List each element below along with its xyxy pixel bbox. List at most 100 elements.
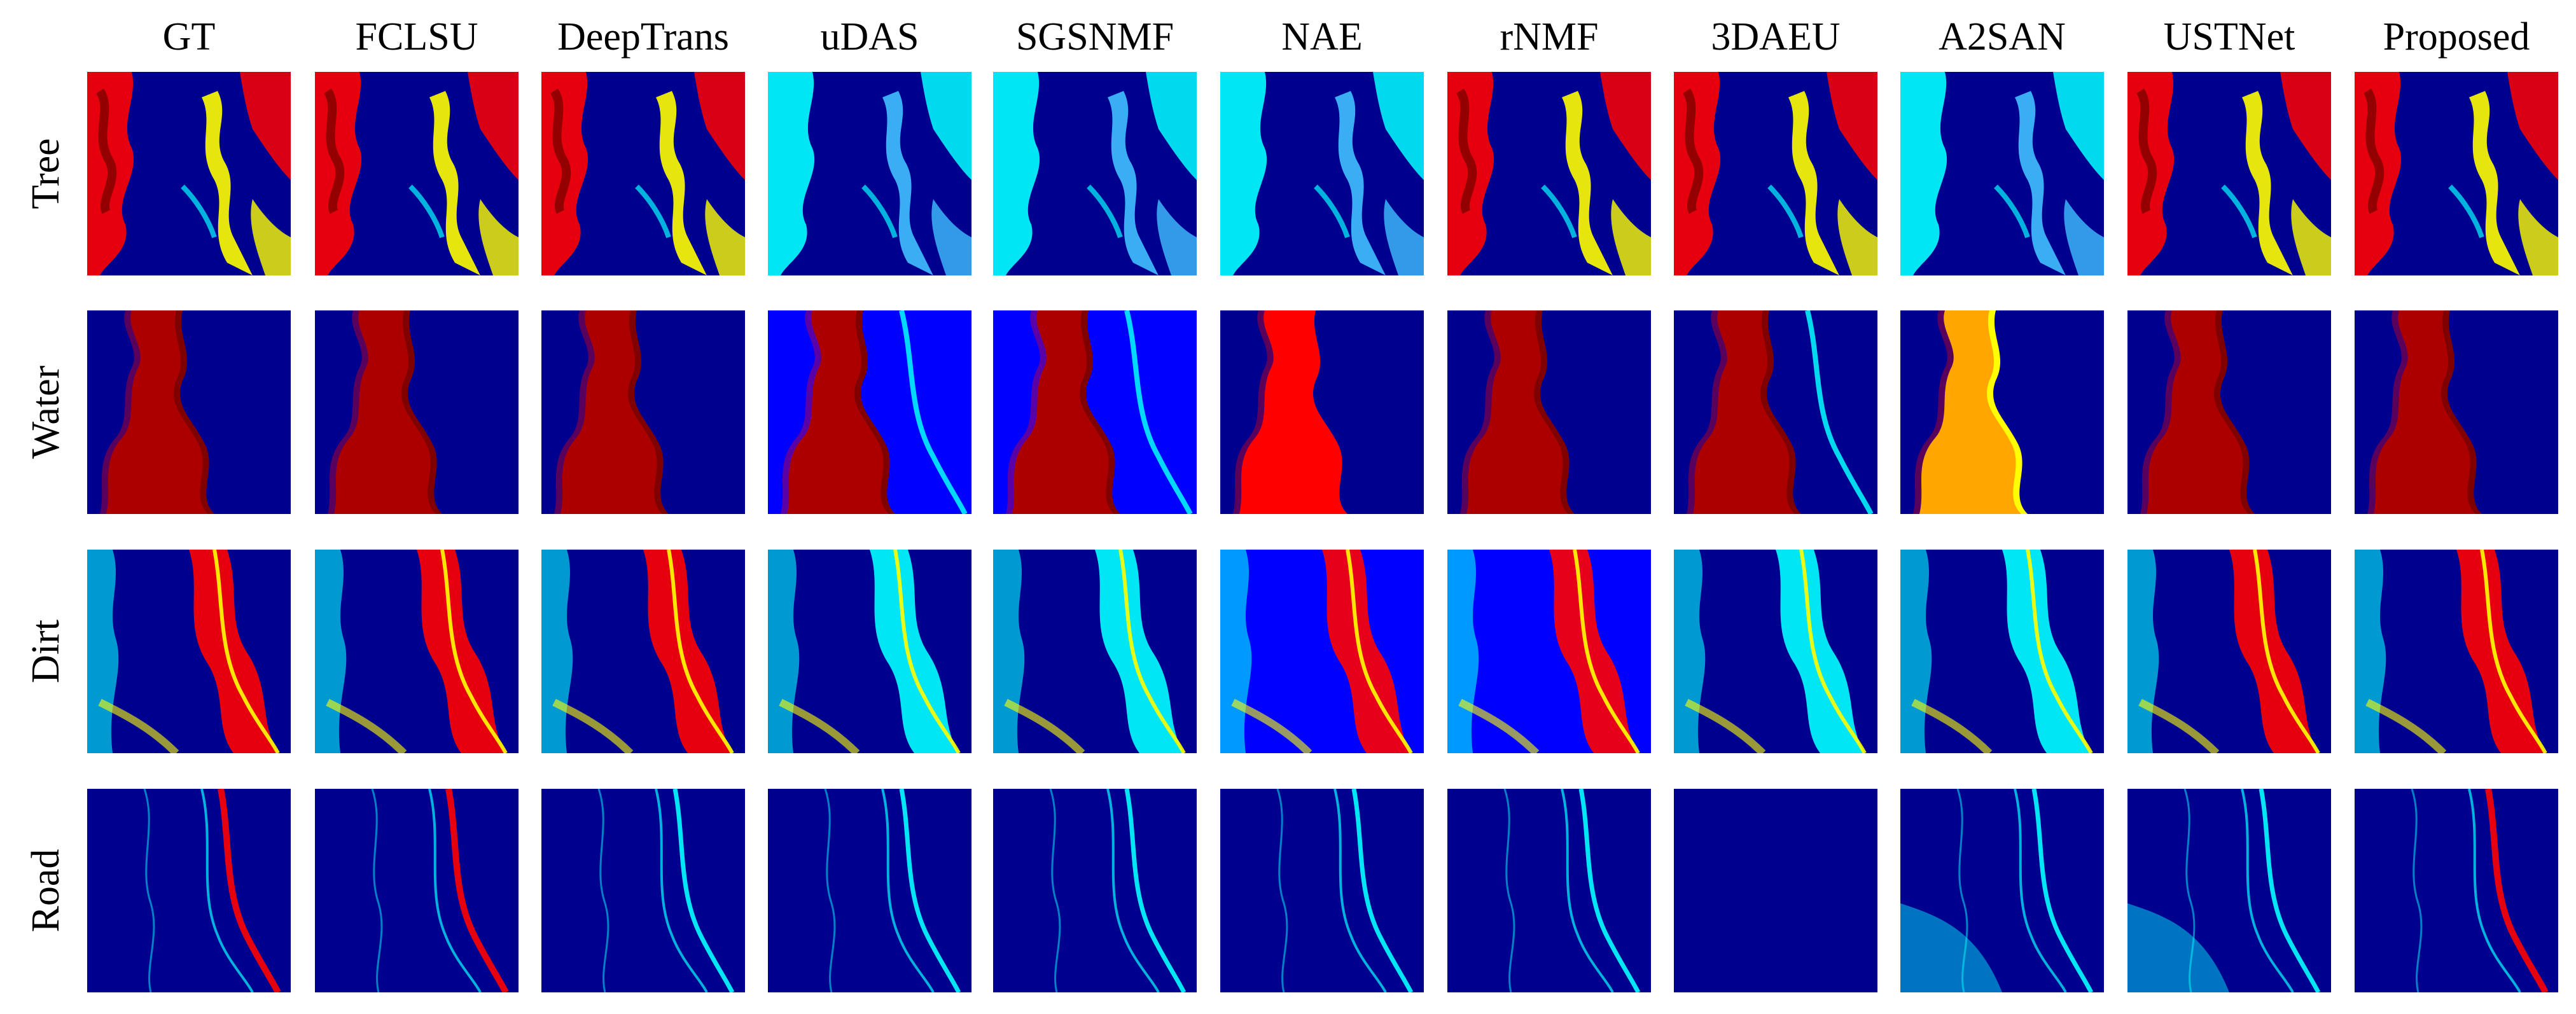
abundance-map-image <box>2127 550 2331 753</box>
abundance-map-water-ustnet <box>2127 310 2331 514</box>
abundance-map-tree-proposed <box>2355 72 2558 275</box>
abundance-map-image <box>2355 789 2558 992</box>
abundance-map-image <box>1900 72 2104 275</box>
abundance-map-image <box>2355 72 2558 275</box>
abundance-map-image <box>1674 789 1877 992</box>
abundance-map-dirt-a2san <box>1900 550 2104 753</box>
abundance-map-road-udas <box>768 789 971 992</box>
abundance-map-image <box>993 72 1197 275</box>
abundance-map-road-proposed <box>2355 789 2558 992</box>
abundance-map-dirt-rnmf <box>1447 550 1651 753</box>
abundance-map-image <box>1674 72 1877 275</box>
abundance-map-image <box>1674 310 1877 514</box>
abundance-map-tree-deeptrans <box>541 72 745 275</box>
abundance-map-image <box>2127 789 2331 992</box>
column-header-deeptrans: DeepTrans <box>557 15 729 59</box>
abundance-map-tree-nae <box>1220 72 1424 275</box>
abundance-map-image <box>768 789 971 992</box>
abundance-map-image <box>315 310 519 514</box>
abundance-map-road-rnmf <box>1447 789 1651 992</box>
abundance-map-water-sgsnmf <box>993 310 1197 514</box>
abundance-map-image <box>1220 550 1424 753</box>
abundance-map-road-sgsnmf <box>993 789 1197 992</box>
column-header-proposed: Proposed <box>2383 15 2530 59</box>
abundance-map-image <box>2355 310 2558 514</box>
abundance-map-dirt-udas <box>768 550 971 753</box>
column-header-a2san: A2SAN <box>1939 15 2066 59</box>
column-header-fclsu: FCLSU <box>355 15 478 59</box>
abundance-map-image <box>1220 72 1424 275</box>
abundance-map-water-3daeu <box>1674 310 1877 514</box>
abundance-map-tree-sgsnmf <box>993 72 1197 275</box>
abundance-map-image <box>2355 550 2558 753</box>
abundance-map-road-3daeu <box>1674 789 1877 992</box>
abundance-map-image <box>1674 550 1877 753</box>
abundance-map-image <box>993 789 1197 992</box>
abundance-map-tree-rnmf <box>1447 72 1651 275</box>
abundance-map-dirt-nae <box>1220 550 1424 753</box>
abundance-map-image <box>1220 789 1424 992</box>
abundance-map-image <box>87 789 291 992</box>
abundance-map-image <box>315 72 519 275</box>
abundance-map-tree-3daeu <box>1674 72 1877 275</box>
abundance-map-image <box>315 789 519 992</box>
abundance-map-water-a2san <box>1900 310 2104 514</box>
abundance-map-image <box>541 72 745 275</box>
abundance-map-water-udas <box>768 310 971 514</box>
row-header-label: Tree <box>24 138 67 209</box>
column-header-3daeu: 3DAEU <box>1711 15 1841 59</box>
abundance-map-image <box>1447 789 1651 992</box>
abundance-map-tree-a2san <box>1900 72 2104 275</box>
row-header-label: Road <box>24 849 67 933</box>
column-header-sgsnmf: SGSNMF <box>1015 15 1174 59</box>
abundance-map-image <box>1220 310 1424 514</box>
abundance-map-image <box>1900 310 2104 514</box>
abundance-map-road-nae <box>1220 789 1424 992</box>
abundance-map-image <box>541 310 745 514</box>
abundance-map-dirt-sgsnmf <box>993 550 1197 753</box>
row-header-label: Water <box>24 365 67 459</box>
abundance-map-tree-ustnet <box>2127 72 2331 275</box>
abundance-map-dirt-gt <box>87 550 291 753</box>
abundance-map-image <box>768 72 971 275</box>
row-header-label: Dirt <box>24 620 67 683</box>
abundance-map-tree-fclsu <box>315 72 519 275</box>
abundance-map-image <box>1447 310 1651 514</box>
abundance-map-road-fclsu <box>315 789 519 992</box>
abundance-map-road-gt <box>87 789 291 992</box>
column-header-rnmf: rNMF <box>1500 15 1599 59</box>
abundance-map-image <box>1447 550 1651 753</box>
abundance-map-water-nae <box>1220 310 1424 514</box>
abundance-map-image <box>1447 72 1651 275</box>
abundance-map-dirt-fclsu <box>315 550 519 753</box>
abundance-map-water-proposed <box>2355 310 2558 514</box>
column-header-ustnet: USTNet <box>2163 15 2295 59</box>
abundance-map-image <box>1900 550 2104 753</box>
abundance-map-image <box>768 310 971 514</box>
column-header-gt: GT <box>162 15 216 59</box>
abundance-map-image <box>541 550 745 753</box>
abundance-map-image <box>87 72 291 275</box>
abundance-map-dirt-ustnet <box>2127 550 2331 753</box>
abundance-map-image <box>993 310 1197 514</box>
abundance-map-image <box>315 550 519 753</box>
abundance-map-image <box>87 550 291 753</box>
abundance-map-water-fclsu <box>315 310 519 514</box>
abundance-map-image <box>87 310 291 514</box>
abundance-map-dirt-3daeu <box>1674 550 1877 753</box>
abundance-map-image <box>993 550 1197 753</box>
abundance-map-road-a2san <box>1900 789 2104 992</box>
abundance-map-image <box>2127 310 2331 514</box>
abundance-map-tree-gt <box>87 72 291 275</box>
abundance-map-tree-udas <box>768 72 971 275</box>
abundance-map-water-rnmf <box>1447 310 1651 514</box>
abundance-map-dirt-proposed <box>2355 550 2558 753</box>
abundance-map-road-ustnet <box>2127 789 2331 992</box>
abundance-map-image <box>1900 789 2104 992</box>
abundance-map-dirt-deeptrans <box>541 550 745 753</box>
abundance-map-image <box>541 789 745 992</box>
abundance-map-water-deeptrans <box>541 310 745 514</box>
abundance-map-image <box>768 550 971 753</box>
abundance-map-image <box>2127 72 2331 275</box>
column-header-udas: uDAS <box>820 15 919 59</box>
